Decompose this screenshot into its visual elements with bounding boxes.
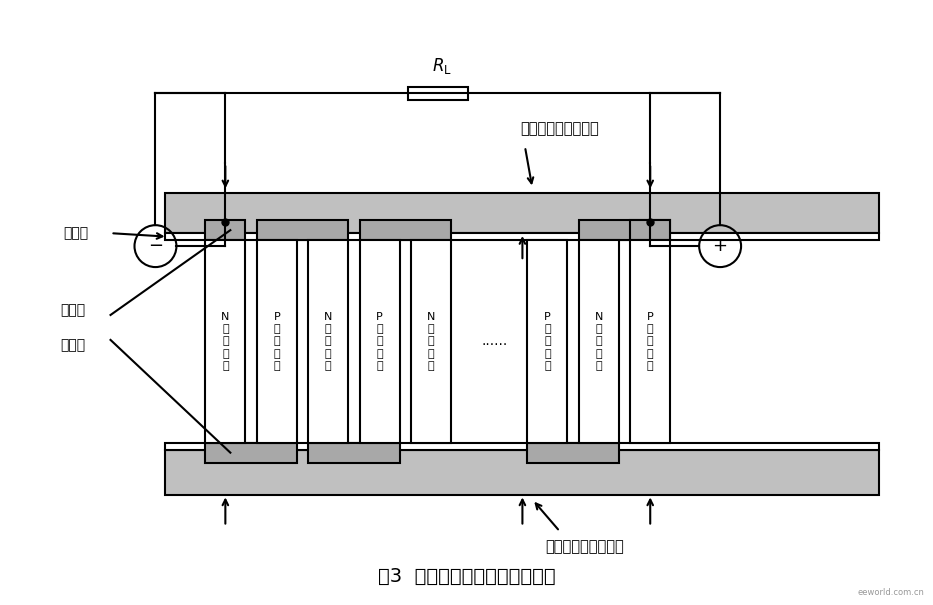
Bar [631,240,670,443]
Bar [411,240,451,443]
Bar [165,193,880,233]
Bar [408,87,467,100]
Bar [308,443,399,463]
Text: P
型
半
导
体: P 型 半 导 体 [376,312,383,371]
Bar [527,443,619,463]
Text: eeworld.com.cn: eeworld.com.cn [857,588,925,597]
Text: N
型
半
导
体: N 型 半 导 体 [221,312,230,371]
Bar [359,220,451,240]
Text: 导电体: 导电体 [60,303,85,317]
Bar [578,220,670,240]
Text: 环境接触层（冷端）: 环境接触层（冷端） [521,121,599,136]
Bar [205,220,245,240]
Bar [527,240,567,443]
Bar [165,443,880,450]
Text: P
型
半
导
体: P 型 半 导 体 [544,312,550,371]
Text: ......: ...... [481,335,508,348]
Text: N
型
半
导
体: N 型 半 导 体 [427,312,435,371]
Bar [308,240,348,443]
Bar [359,240,399,443]
Text: 图3  半导体温差电池原理示意图: 图3 半导体温差电池原理示意图 [378,567,555,586]
Text: 绝缘体: 绝缘体 [60,338,85,352]
Bar [257,220,348,240]
Text: −: − [148,237,163,255]
Text: P
型
半
导
体: P 型 半 导 体 [273,312,280,371]
Text: N
型
半
导
体: N 型 半 导 体 [594,312,603,371]
Bar [205,443,297,463]
Bar [165,450,880,494]
Text: P
型
半
导
体: P 型 半 导 体 [647,312,654,371]
Text: 绝缘层: 绝缘层 [63,226,88,240]
Bar [257,240,297,443]
Text: N
型
半
导
体: N 型 半 导 体 [324,312,332,371]
Text: $R_{\mathrm{L}}$: $R_{\mathrm{L}}$ [432,56,452,76]
Bar [165,233,880,240]
Bar [205,240,245,443]
Bar [631,220,670,240]
Text: +: + [713,237,728,255]
Bar [578,240,619,443]
Text: 人体接触层（热端）: 人体接触层（热端） [546,539,624,554]
